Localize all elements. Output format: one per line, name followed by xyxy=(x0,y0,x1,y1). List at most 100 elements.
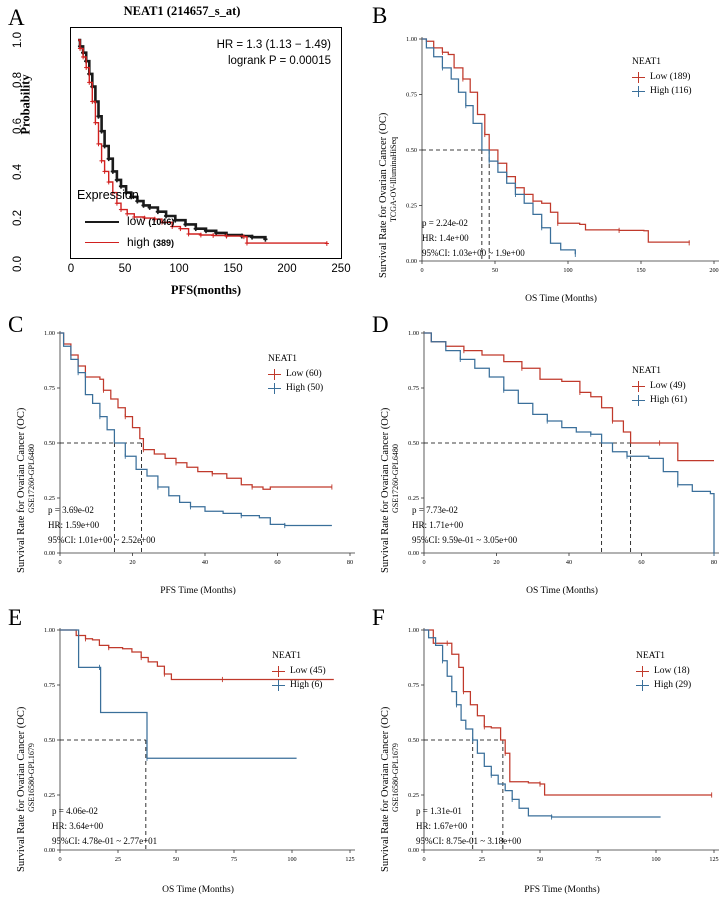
plus-marker-low-icon xyxy=(272,665,285,677)
svg-text:100: 100 xyxy=(287,856,296,863)
panel-b-legend-high: High (116) xyxy=(632,85,692,98)
panel-e-legend-low: Low (45) xyxy=(272,665,326,678)
svg-text:0: 0 xyxy=(422,559,425,566)
panel-a-stats: HR = 1.3 (1.13 − 1.49) logrank P = 0.000… xyxy=(217,38,331,69)
panel-e-legend-title: NEAT1 xyxy=(272,651,302,661)
plus-marker-high-icon xyxy=(632,394,645,406)
svg-text:200: 200 xyxy=(709,267,718,274)
panel-e-legend: NEAT1 Low (45) High (6) xyxy=(272,650,326,691)
panel-a-xtick-4: 200 xyxy=(277,263,297,275)
panel-e-y-axis-subtitle: GSE16580-GPL1679 xyxy=(27,743,36,812)
svg-text:0.50: 0.50 xyxy=(408,737,419,744)
panel-c-stats: p = 3.69e-02 HR: 1.59e+00 95%CI: 1.01e+0… xyxy=(48,503,155,548)
panel-d-y-axis-subtitle: GSE17260-GPL6480 xyxy=(391,444,400,513)
legend-line-high-icon xyxy=(85,242,119,244)
svg-text:0: 0 xyxy=(58,856,61,863)
panel-b-y-axis-title: Survival Rate for Ovarian Cancer (OC) xyxy=(378,112,389,278)
panel-a-ytick-5: 1.0 xyxy=(12,32,24,48)
svg-text:75: 75 xyxy=(595,856,601,863)
panel-f-y-axis-title: Survival Rate for Ovarian Cancer (OC) xyxy=(380,706,391,872)
panel-f-legend: NEAT1 Low (18) High (29) xyxy=(636,650,691,691)
panel-d-stats: p = 7.73e-02 HR: 1.71e+00 95%CI: 9.59e-0… xyxy=(412,503,517,548)
svg-text:75: 75 xyxy=(231,856,237,863)
panel-d-hr-value: HR: 1.71e+00 xyxy=(412,519,464,530)
panel-c-letter: C xyxy=(8,312,24,337)
svg-text:20: 20 xyxy=(129,559,135,566)
panel-a-legend-low: low (1046) xyxy=(85,214,174,228)
panel-d-plot: 0.00 0.25 0.50 0.75 1.00 0 20 40 60 80 xyxy=(408,330,719,566)
panel-b-ci-value: 95%CI: 1.03e+00 ~ 1.9e+00 xyxy=(422,247,525,258)
svg-text:0.00: 0.00 xyxy=(44,550,55,557)
panel-d-legend-title: NEAT1 xyxy=(632,366,662,376)
svg-text:0.00: 0.00 xyxy=(408,847,419,854)
panel-f-stats: p = 1.31e-01 HR: 1.67e+00 95%CI: 8.75e-0… xyxy=(416,804,521,849)
panel-a-xtick-3: 150 xyxy=(223,263,243,275)
svg-text:0.50: 0.50 xyxy=(44,440,55,447)
panel-c-ci-value: 95%CI: 1.01e+00 ~ 2.52e+00 xyxy=(48,534,156,545)
svg-text:1.00: 1.00 xyxy=(44,627,55,634)
svg-text:1.00: 1.00 xyxy=(406,36,417,43)
panel-e-plot: 0.00 0.25 0.50 0.75 1.00 0 25 50 75 100 125 xyxy=(44,627,355,863)
svg-text:125: 125 xyxy=(345,856,354,863)
panel-d-legend: NEAT1 Low (49) High (61) xyxy=(632,365,687,406)
panel-f-y-axis-subtitle: GSE16580-GPL1679 xyxy=(391,743,400,812)
svg-text:25: 25 xyxy=(115,856,121,863)
panel-a-ytick-2: 0.4 xyxy=(12,164,24,180)
panel-b: B Survival Rate for Ovarian Cancer (OC) … xyxy=(364,0,728,305)
panel-a-ytick-1: 0.2 xyxy=(12,210,24,226)
svg-text:20: 20 xyxy=(493,559,499,566)
svg-text:0.25: 0.25 xyxy=(406,203,417,210)
svg-text:50: 50 xyxy=(492,267,498,274)
panel-a-ytick-0: 0.0 xyxy=(12,256,24,272)
panel-a-legend-title: Expression xyxy=(77,188,139,202)
panel-b-y-axis-subtitle: TCGA-OV-IlluminaHiSeq xyxy=(389,136,398,222)
panel-a-logrank-text: logrank P = 0.00015 xyxy=(227,54,331,67)
panel-e: E Survival Rate for Ovarian Cancer (OC) … xyxy=(0,600,364,897)
panel-e-legend-low-label: Low (45) xyxy=(290,665,326,676)
svg-text:0.75: 0.75 xyxy=(408,385,419,392)
panel-b-legend-title: NEAT1 xyxy=(632,57,662,67)
panel-d-y-axis-title: Survival Rate for Ovarian Cancer (OC) xyxy=(380,407,391,573)
svg-text:50: 50 xyxy=(173,856,179,863)
panel-c-legend-high-label: High (50) xyxy=(286,382,324,393)
svg-text:60: 60 xyxy=(638,559,644,566)
svg-text:80: 80 xyxy=(347,559,353,566)
panel-e-x-axis-title: OS Time (Months) xyxy=(162,885,234,895)
svg-text:150: 150 xyxy=(636,267,645,274)
panel-f-plot: 0.00 0.25 0.50 0.75 1.00 0 25 50 75 100 125 xyxy=(408,627,719,863)
svg-text:40: 40 xyxy=(566,559,572,566)
panel-b-legend-low: Low (189) xyxy=(632,71,692,84)
svg-text:0.75: 0.75 xyxy=(408,682,419,689)
svg-text:40: 40 xyxy=(202,559,208,566)
svg-text:0: 0 xyxy=(422,856,425,863)
panel-f-legend-low-label: Low (18) xyxy=(654,665,690,676)
svg-text:0.75: 0.75 xyxy=(44,682,55,689)
plus-marker-high-icon xyxy=(268,382,281,394)
panel-a-plot-area: HR = 1.3 (1.13 − 1.49) logrank P = 0.000… xyxy=(70,27,342,259)
panel-a-legend-high: high (389) xyxy=(85,235,174,249)
svg-text:0.25: 0.25 xyxy=(44,495,55,502)
panel-a-x-axis-title: PFS(months) xyxy=(170,283,242,297)
svg-text:0.50: 0.50 xyxy=(44,737,55,744)
svg-text:1.00: 1.00 xyxy=(408,330,419,337)
panel-a-legend-low-label: low xyxy=(127,214,146,228)
svg-text:0.00: 0.00 xyxy=(408,550,419,557)
svg-text:0: 0 xyxy=(58,559,61,566)
panel-d-p-value: p = 7.73e-02 xyxy=(412,505,458,515)
panel-f-legend-high-label: High (29) xyxy=(654,679,692,690)
svg-text:0.25: 0.25 xyxy=(408,792,419,799)
svg-text:25: 25 xyxy=(479,856,485,863)
svg-text:125: 125 xyxy=(709,856,718,863)
panel-c-p-value: p = 3.69e-02 xyxy=(48,505,94,515)
panel-a-hr-text: HR = 1.3 (1.13 − 1.49) xyxy=(216,39,331,51)
svg-text:0.25: 0.25 xyxy=(408,495,419,502)
svg-text:1.00: 1.00 xyxy=(408,627,419,634)
panel-e-hr-value: HR: 3.64e+00 xyxy=(52,820,104,831)
plus-marker-low-icon xyxy=(632,71,645,83)
plus-marker-low-icon xyxy=(632,380,645,392)
panel-d: D Survival Rate for Ovarian Cancer (OC) … xyxy=(364,305,728,600)
panel-f-p-value: p = 1.31e-01 xyxy=(416,806,462,816)
panel-f-hr-value: HR: 1.67e+00 xyxy=(416,820,468,831)
panel-e-letter: E xyxy=(8,605,23,630)
panel-a-y-axis-title: Probability xyxy=(18,74,33,135)
